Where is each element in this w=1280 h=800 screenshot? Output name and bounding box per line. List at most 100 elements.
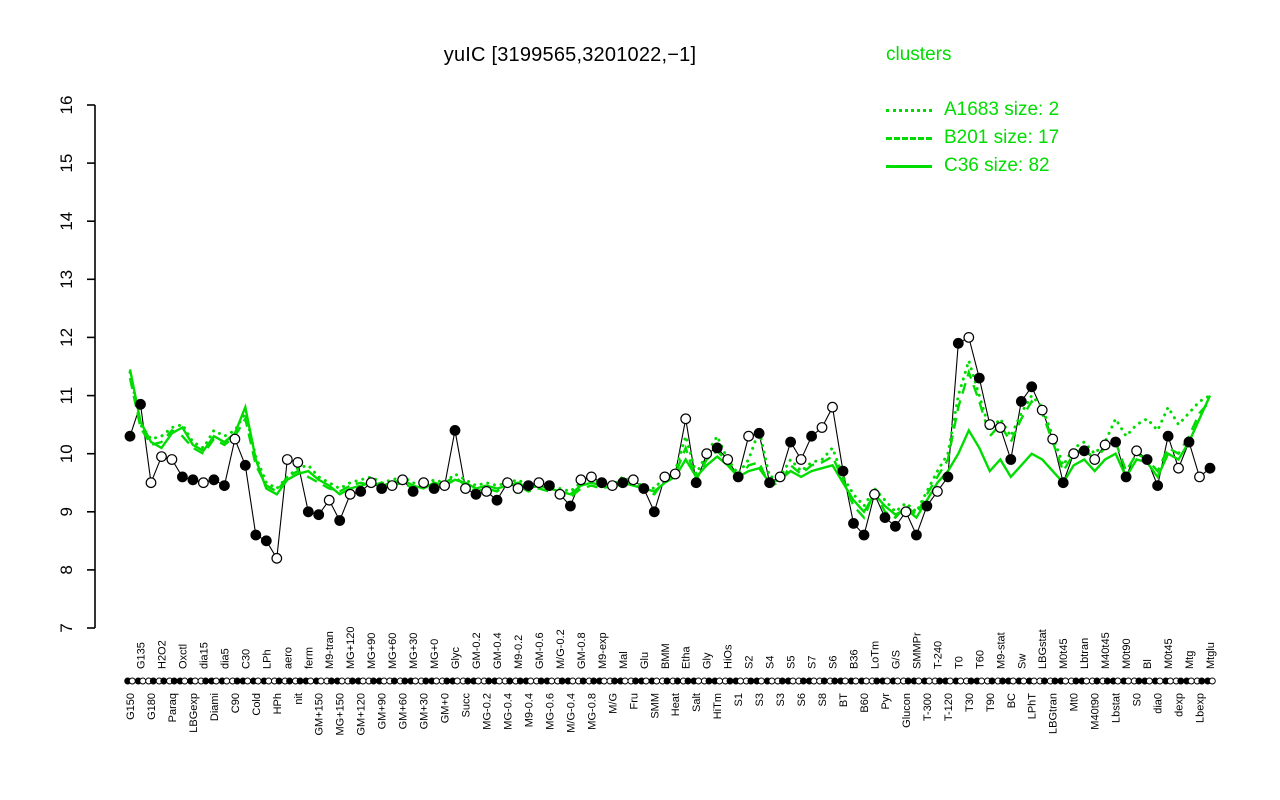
replicate-dot: [737, 677, 744, 685]
replicate-dot: [1114, 677, 1122, 685]
dotted-line-sample-icon: [886, 108, 932, 112]
x-tick-label: Bl: [1142, 659, 1154, 669]
replicate-dot: [474, 677, 482, 685]
replicate-dot: [946, 677, 954, 685]
data-point-marker: [942, 471, 954, 483]
replicate-dot: [495, 677, 503, 685]
x-tick-label: M0t90: [1121, 638, 1133, 669]
data-point-marker: [1047, 433, 1059, 445]
data-point-marker: [565, 500, 576, 512]
x-tick-label: M/G: [607, 693, 619, 714]
data-point-marker: [460, 483, 471, 494]
replicate-dot: [862, 677, 870, 685]
data-point-marker: [858, 529, 870, 541]
replicate-dot: [600, 677, 608, 685]
replicate-dot: [160, 677, 168, 685]
replicate-dot: [925, 677, 933, 685]
data-point-marker: [669, 468, 681, 480]
x-tick-label: LoTm: [870, 641, 882, 669]
replicate-dot: [558, 677, 566, 685]
data-point-marker: [984, 419, 996, 431]
x-tick-label: Oxctl: [177, 644, 189, 669]
replicate-dot: [149, 677, 157, 685]
x-tick-label: MG+90: [366, 633, 378, 669]
x-tick-label: H2O2: [157, 640, 169, 669]
replicate-dot: [443, 677, 451, 685]
data-point-marker: [701, 448, 713, 460]
data-point-marker: [218, 480, 230, 492]
replicate-dot: [820, 677, 828, 685]
replicate-dot: [810, 677, 818, 685]
data-point-marker: [890, 520, 901, 532]
x-tick-label: BMM: [660, 643, 672, 669]
data-point-marker: [932, 486, 943, 497]
x-tick-label: S0: [1132, 693, 1144, 706]
replicate-dot: [1009, 677, 1017, 685]
cluster-legend: clusters A1683 size: 2 B201 size: 17 C36…: [886, 44, 1059, 180]
x-tick-label: GM-0.6: [534, 632, 546, 669]
x-tick-label: MG-0.2: [482, 693, 494, 730]
x-tick-label: B60: [859, 693, 871, 713]
x-tick-label: LBGstat: [1037, 629, 1049, 669]
replicate-dot: [349, 677, 356, 685]
data-point-marker: [250, 529, 262, 541]
y-tick-label: 8: [57, 565, 76, 574]
replicate-dot: [653, 677, 661, 685]
replicate-dot: [380, 677, 388, 685]
data-point-marker: [124, 430, 136, 442]
x-tick-label: HPh: [272, 693, 284, 714]
x-tick-label: aero: [282, 647, 294, 669]
replicate-dot: [747, 677, 755, 685]
data-point-marker: [785, 436, 796, 448]
data-point-marker: [596, 477, 608, 489]
cluster-line-dashed: [128, 368, 1211, 520]
x-tick-label: dia0: [1153, 693, 1165, 714]
replicate-dot: [873, 677, 881, 685]
replicate-dot: [1030, 677, 1038, 685]
x-tick-label: Mt0: [1069, 693, 1081, 711]
x-tick-label: GM-0.8: [576, 632, 588, 669]
replicate-dot: [244, 677, 252, 685]
data-point-marker: [764, 477, 775, 489]
x-tick-label: MG-0.8: [586, 693, 598, 730]
replicate-dot: [831, 677, 839, 685]
replicate-dot: [223, 677, 231, 685]
y-tick-label: 16: [57, 96, 76, 115]
replicate-dot: [1208, 677, 1216, 685]
replicate-dot: [1062, 677, 1069, 685]
data-point-marker: [963, 332, 975, 343]
legend-entry-label: A1683 size: 2: [944, 99, 1060, 120]
x-tick-label: HiOs: [723, 644, 735, 669]
x-tick-label: B36: [849, 649, 861, 669]
data-point-marker: [491, 494, 503, 506]
replicate-dot: [202, 677, 210, 685]
data-point-marker: [879, 512, 891, 523]
replicate-dot: [296, 677, 304, 685]
replicate-dot: [191, 677, 199, 685]
replicate-dot: [1083, 677, 1090, 685]
expression-line: [129, 336, 1211, 560]
x-tick-label: C90: [230, 693, 242, 713]
data-point-marker: [313, 509, 325, 521]
data-point-marker: [837, 465, 849, 477]
x-tick-label: Gly: [702, 652, 714, 669]
replicate-dot: [265, 677, 273, 685]
legend-entry: A1683 size: 2: [886, 96, 1059, 124]
x-tick-label: Etha: [681, 645, 693, 669]
data-point-marker: [1026, 381, 1038, 393]
data-point-marker: [407, 486, 419, 497]
replicate-dot: [978, 677, 986, 685]
replicate-dot: [1072, 677, 1080, 685]
x-tick-label: GM+120: [356, 693, 368, 736]
data-point-marker: [397, 474, 409, 486]
x-tick-label: LPh: [261, 649, 273, 669]
data-point-marker: [973, 372, 985, 384]
data-point-marker: [176, 471, 188, 483]
x-tick-label: S3: [754, 693, 766, 706]
data-point-marker: [806, 430, 817, 442]
x-tick-label: S6: [796, 693, 808, 706]
data-point-marker: [627, 474, 639, 486]
replicate-dot: [338, 677, 346, 685]
x-tick-label: M9-0.4: [523, 693, 535, 727]
